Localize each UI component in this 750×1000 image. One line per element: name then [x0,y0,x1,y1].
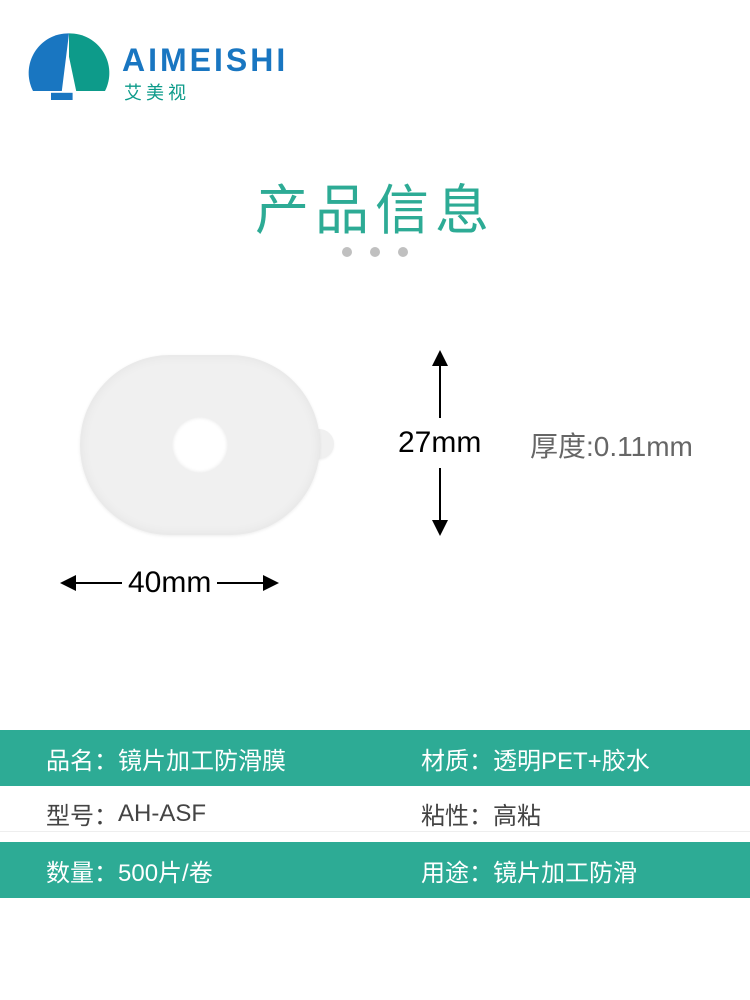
spec-value: 500片/卷 [118,853,213,888]
dimension-height: 27mm [398,350,481,536]
spec-label: 型号 [46,796,94,831]
brand-logo: AIMEISHI 艾美视 [24,28,288,118]
arrow-down-icon [432,520,448,536]
spec-colon: ： [469,741,493,776]
dimension-height-label: 27mm [398,426,481,460]
dimension-width-label: 40mm [128,566,211,600]
spec-colon: ： [94,741,118,776]
title-dots [0,244,750,262]
spec-colon: ： [94,853,118,888]
spec-value: 透明PET+胶水 [493,741,650,776]
spec-value: 镜片加工防滑膜 [118,741,286,776]
spec-cell: 用途 ： 镜片加工防滑 [375,853,750,888]
spec-row: 数量 ： 500片/卷 用途 ： 镜片加工防滑 [0,842,750,898]
spec-value: 镜片加工防滑 [493,853,637,888]
arrow-right-icon [263,575,279,591]
spec-label: 粘性 [421,796,469,831]
logo-text-chinese: 艾美视 [124,79,190,105]
arrow-up-icon [432,350,448,366]
spec-label: 数量 [46,853,94,888]
spec-colon: ： [469,796,493,831]
spec-cell: 材质 ： 透明PET+胶水 [375,741,750,776]
spec-value: AH-ASF [118,800,206,828]
spec-label: 材质 [421,741,469,776]
logo-mark [24,28,114,118]
dimension-thickness: 厚度:0.11mm [530,425,693,465]
product-diagram: 27mm 40mm 厚度:0.11mm [0,310,750,650]
spec-table: 品名 ： 镜片加工防滑膜 材质 ： 透明PET+胶水 型号 ： AH-ASF 粘… [0,730,750,898]
spec-value: 高粘 [493,796,541,831]
spec-colon: ： [469,853,493,888]
spec-row: 型号 ： AH-ASF 粘性 ： 高粘 [0,786,750,842]
page-title: 产品信息 [0,166,750,245]
arrow-left-icon [60,575,76,591]
spec-colon: ： [94,796,118,831]
logo-text-english: AIMEISHI [122,42,288,79]
spec-cell: 型号 ： AH-ASF [0,796,375,832]
spec-cell: 数量 ： 500片/卷 [0,853,375,888]
product-pad-shape [80,355,340,545]
dimension-width: 40mm [60,566,279,600]
spec-row: 品名 ： 镜片加工防滑膜 材质 ： 透明PET+胶水 [0,730,750,786]
spec-label: 用途 [421,853,469,888]
spec-label: 品名 [46,741,94,776]
spec-cell: 粘性 ： 高粘 [375,796,750,832]
spec-cell: 品名 ： 镜片加工防滑膜 [0,741,375,776]
